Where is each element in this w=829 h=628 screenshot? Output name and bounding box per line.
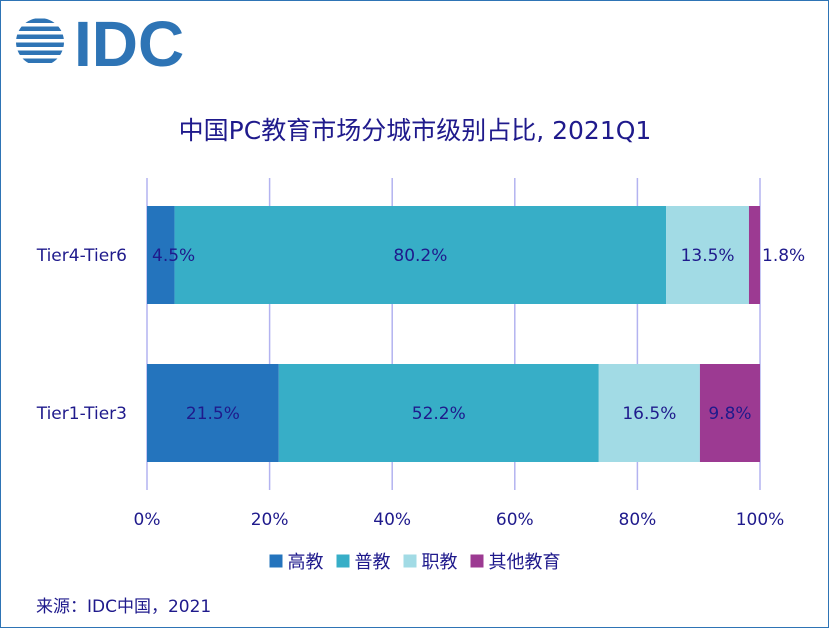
legend-swatch (403, 554, 417, 568)
x-tick-label: 80% (619, 510, 657, 530)
data-label: 1.8% (762, 246, 805, 266)
data-label: 9.8% (708, 404, 751, 424)
bar-segment (174, 206, 667, 304)
globe-icon (16, 18, 64, 63)
legend-label: 普教 (355, 552, 391, 573)
bar-segment (699, 364, 760, 462)
x-tick-label: 60% (496, 510, 534, 530)
category-label: Tier1-Tier3 (36, 404, 127, 424)
data-label: 80.2% (393, 246, 447, 266)
idc-logo: IDC (16, 8, 184, 80)
logo-text: IDC (74, 8, 184, 80)
source-note: 来源：IDC中国，2021 (36, 597, 211, 617)
chart-title: 中国PC教育市场分城市级别占比, 2021Q1 (179, 116, 652, 145)
x-tick-label: 40% (373, 510, 411, 530)
data-label: 4.5% (152, 246, 195, 266)
legend-swatch (269, 554, 283, 568)
bar-segment (278, 364, 599, 462)
legend-label: 其他教育 (489, 552, 561, 573)
bars (147, 206, 760, 462)
bar-segment (147, 364, 279, 462)
x-tick-label: 0% (134, 510, 161, 530)
legend-swatch (336, 554, 350, 568)
category-label: Tier4-Tier6 (36, 246, 127, 266)
data-label: 16.5% (622, 404, 676, 424)
data-label: 13.5% (681, 246, 735, 266)
data-label: 21.5% (186, 404, 240, 424)
bar-segment (598, 364, 700, 462)
category-labels: Tier4-Tier6 Tier1-Tier3 (36, 246, 127, 424)
legend-label: 职教 (422, 552, 458, 573)
x-axis-tick-labels: 0% 20% 40% 60% 80% 100% (134, 510, 785, 530)
bar-segment (147, 206, 175, 304)
legend: 高教 普教 职教 其他教育 (269, 552, 561, 573)
bar-segment (748, 206, 760, 304)
data-labels: 4.5% 80.2% 13.5% 1.8% 21.5% 52.2% 16.5% 9.8% (152, 246, 805, 424)
legend-swatch (470, 554, 484, 568)
x-tick-label: 100% (736, 510, 785, 530)
bar-segment (666, 206, 749, 304)
data-label: 52.2% (412, 404, 466, 424)
x-tick-label: 20% (251, 510, 289, 530)
legend-label: 高教 (288, 552, 324, 573)
